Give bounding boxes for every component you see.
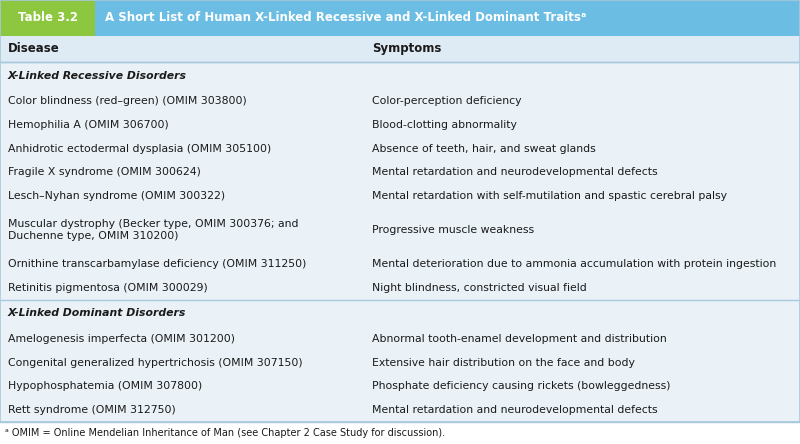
Bar: [0, 0, 95, 36]
Text: Muscular dystrophy (Becker type, OMIM 300376; and: Muscular dystrophy (Becker type, OMIM 30…: [8, 219, 298, 229]
Text: Mental retardation with self-mutilation and spastic cerebral palsy: Mental retardation with self-mutilation …: [372, 191, 727, 201]
Text: Disease: Disease: [8, 43, 60, 56]
Text: Progressive muscle weakness: Progressive muscle weakness: [372, 225, 534, 235]
Text: Symptoms: Symptoms: [372, 43, 442, 56]
Text: Extensive hair distribution on the face and body: Extensive hair distribution on the face …: [372, 357, 635, 368]
Text: Amelogenesis imperfecta (OMIM 301200): Amelogenesis imperfecta (OMIM 301200): [8, 334, 235, 344]
Text: Mental retardation and neurodevelopmental defects: Mental retardation and neurodevelopmenta…: [372, 405, 658, 415]
Text: Table 3.2: Table 3.2: [18, 12, 78, 24]
Bar: [0, 36, 800, 62]
Text: A Short List of Human X-Linked Recessive and X-Linked Dominant Traitsᵃ: A Short List of Human X-Linked Recessive…: [105, 12, 586, 24]
Text: Absence of teeth, hair, and sweat glands: Absence of teeth, hair, and sweat glands: [372, 144, 596, 154]
Text: Retinitis pigmentosa (OMIM 300029): Retinitis pigmentosa (OMIM 300029): [8, 283, 208, 293]
Text: Ornithine transcarbamylase deficiency (OMIM 311250): Ornithine transcarbamylase deficiency (O…: [8, 259, 306, 269]
Text: Lesch–Nyhan syndrome (OMIM 300322): Lesch–Nyhan syndrome (OMIM 300322): [8, 191, 225, 201]
Text: ᵃ OMIM = Online Mendelian Inheritance of Man (see Chapter 2 Case Study for discu: ᵃ OMIM = Online Mendelian Inheritance of…: [5, 428, 445, 438]
Text: Phosphate deficiency causing rickets (bowleggedness): Phosphate deficiency causing rickets (bo…: [372, 381, 670, 391]
Text: Fragile X syndrome (OMIM 300624): Fragile X syndrome (OMIM 300624): [8, 167, 201, 178]
Text: Rett syndrome (OMIM 312750): Rett syndrome (OMIM 312750): [8, 405, 176, 415]
Text: Duchenne type, OMIM 310200): Duchenne type, OMIM 310200): [8, 231, 178, 241]
Text: Hemophilia A (OMIM 306700): Hemophilia A (OMIM 306700): [8, 120, 169, 130]
Text: Mental retardation and neurodevelopmental defects: Mental retardation and neurodevelopmenta…: [372, 167, 658, 178]
Text: Hypophosphatemia (OMIM 307800): Hypophosphatemia (OMIM 307800): [8, 381, 202, 391]
Text: X-Linked Dominant Disorders: X-Linked Dominant Disorders: [8, 308, 186, 318]
Text: Anhidrotic ectodermal dysplasia (OMIM 305100): Anhidrotic ectodermal dysplasia (OMIM 30…: [8, 144, 271, 154]
Bar: [95, 0, 800, 36]
Text: X-Linked Recessive Disorders: X-Linked Recessive Disorders: [8, 71, 187, 81]
Text: Color blindness (red–green) (OMIM 303800): Color blindness (red–green) (OMIM 303800…: [8, 96, 246, 106]
Text: Night blindness, constricted visual field: Night blindness, constricted visual fiel…: [372, 283, 586, 293]
Bar: [0, 62, 800, 422]
Text: Color-perception deficiency: Color-perception deficiency: [372, 96, 522, 106]
Text: Congenital generalized hypertrichosis (OMIM 307150): Congenital generalized hypertrichosis (O…: [8, 357, 302, 368]
Text: Blood-clotting abnormality: Blood-clotting abnormality: [372, 120, 517, 130]
Text: Mental deterioration due to ammonia accumulation with protein ingestion: Mental deterioration due to ammonia accu…: [372, 259, 776, 269]
Text: Abnormal tooth-enamel development and distribution: Abnormal tooth-enamel development and di…: [372, 334, 666, 344]
